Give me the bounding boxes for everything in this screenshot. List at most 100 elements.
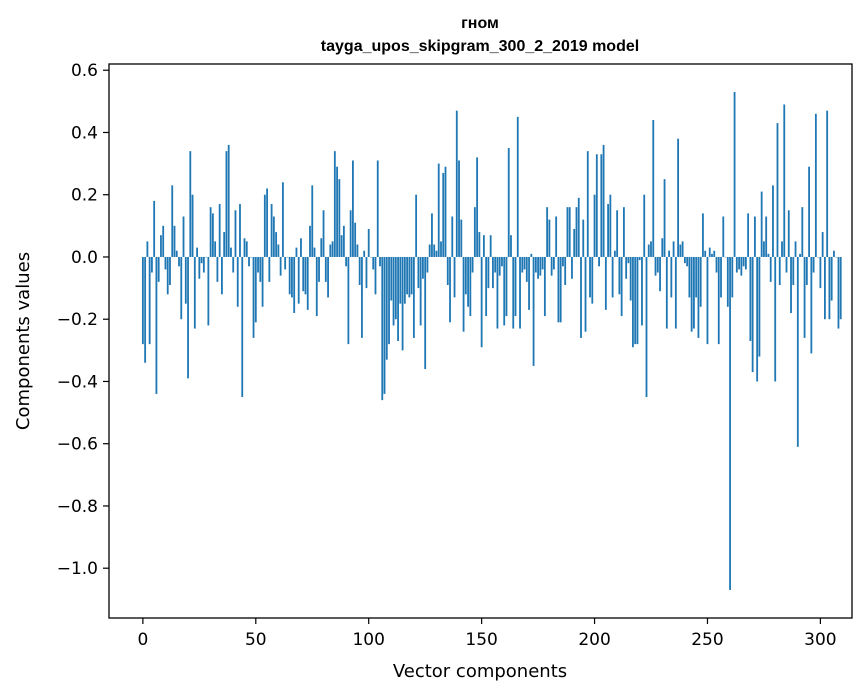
bar-229	[659, 256, 661, 292]
bar-45	[243, 238, 246, 257]
bar-243	[690, 256, 693, 332]
y-tick-label: 0.0	[71, 248, 98, 268]
bar-146	[471, 256, 474, 273]
bar-184	[557, 256, 560, 323]
bar-133	[442, 172, 445, 257]
bar-109	[388, 256, 390, 345]
bar-270	[751, 256, 754, 373]
bar-186	[562, 256, 564, 267]
bar-110	[390, 256, 393, 301]
bar-31	[211, 213, 214, 257]
x-tick-label: 250	[691, 630, 723, 650]
bar-188	[566, 207, 569, 257]
bar-298	[814, 113, 817, 257]
bar-245	[695, 256, 698, 298]
bar-138	[453, 256, 456, 298]
bar-105	[379, 256, 381, 267]
bar-201	[595, 154, 598, 257]
bar-27	[202, 256, 205, 273]
bar-251	[708, 247, 711, 257]
bar-279	[772, 185, 774, 257]
bar-8	[160, 235, 162, 257]
bar-225	[650, 241, 652, 257]
bar-69	[297, 256, 300, 304]
bar-100	[367, 228, 370, 257]
y-tick-label: −1.0	[57, 559, 98, 579]
bar-55	[266, 188, 268, 257]
bar-212	[620, 256, 623, 317]
bar-0	[141, 256, 144, 345]
bar-292	[801, 207, 804, 257]
bar-103	[374, 256, 377, 295]
bar-252	[711, 253, 713, 257]
bar-49	[252, 256, 255, 338]
bar-61	[279, 256, 282, 276]
bar-177	[541, 256, 544, 270]
y-axis-label: Components values	[13, 252, 34, 430]
bar-76	[313, 247, 316, 257]
bar-59	[275, 232, 278, 257]
y-tick-label: −0.8	[57, 497, 98, 517]
x-tick-label: 300	[804, 630, 836, 650]
bar-199	[591, 256, 594, 304]
bar-149	[478, 232, 481, 257]
bar-15	[175, 250, 178, 257]
bar-262	[733, 92, 736, 257]
bar-167	[519, 256, 521, 329]
bar-130	[435, 250, 438, 257]
bar-227	[654, 256, 657, 276]
bar-75	[311, 185, 314, 257]
bar-80	[322, 210, 325, 257]
bar-193	[577, 197, 580, 257]
bar-62	[281, 182, 284, 257]
bar-217	[632, 256, 634, 348]
bar-5	[153, 200, 156, 257]
bar-81	[324, 256, 327, 282]
bar-219	[636, 256, 639, 345]
bar-244	[693, 256, 695, 329]
bar-33	[216, 256, 219, 282]
bar-85	[333, 151, 336, 257]
y-tick-label: 0.6	[71, 61, 98, 81]
bar-309	[839, 256, 842, 320]
bar-25	[198, 256, 201, 279]
bar-162	[507, 148, 510, 257]
bar-300	[819, 256, 822, 289]
bar-151	[482, 235, 485, 257]
bar-282	[778, 256, 781, 285]
bar-218	[634, 256, 637, 345]
bar-153	[487, 256, 490, 289]
bar-166	[516, 116, 519, 257]
bar-192	[575, 207, 578, 257]
bar-254	[715, 256, 718, 273]
bar-196	[584, 256, 587, 332]
bar-63	[284, 256, 287, 270]
bar-132	[440, 241, 442, 257]
bar-305	[830, 256, 833, 301]
bar-285	[785, 256, 788, 273]
bar-160	[503, 256, 506, 326]
bar-231	[663, 179, 666, 257]
bar-221	[641, 256, 643, 326]
bar-216	[629, 256, 632, 301]
bar-296	[810, 256, 813, 354]
bar-256	[720, 256, 722, 298]
bar-239	[681, 241, 684, 257]
bar-189	[568, 207, 571, 257]
bar-301	[821, 232, 824, 257]
bar-57	[270, 204, 273, 257]
bar-11	[166, 256, 169, 295]
bar-214	[625, 256, 628, 279]
bar-115	[401, 256, 404, 351]
bar-92	[349, 210, 352, 257]
bar-222	[643, 194, 646, 257]
bar-178	[543, 256, 546, 317]
bar-230	[661, 238, 664, 257]
bar-54	[263, 194, 266, 257]
bar-255	[717, 256, 720, 345]
bar-260	[729, 256, 731, 590]
bar-86	[336, 166, 338, 257]
bar-207	[609, 194, 612, 257]
bar-120	[412, 256, 415, 338]
bar-215	[627, 256, 630, 264]
